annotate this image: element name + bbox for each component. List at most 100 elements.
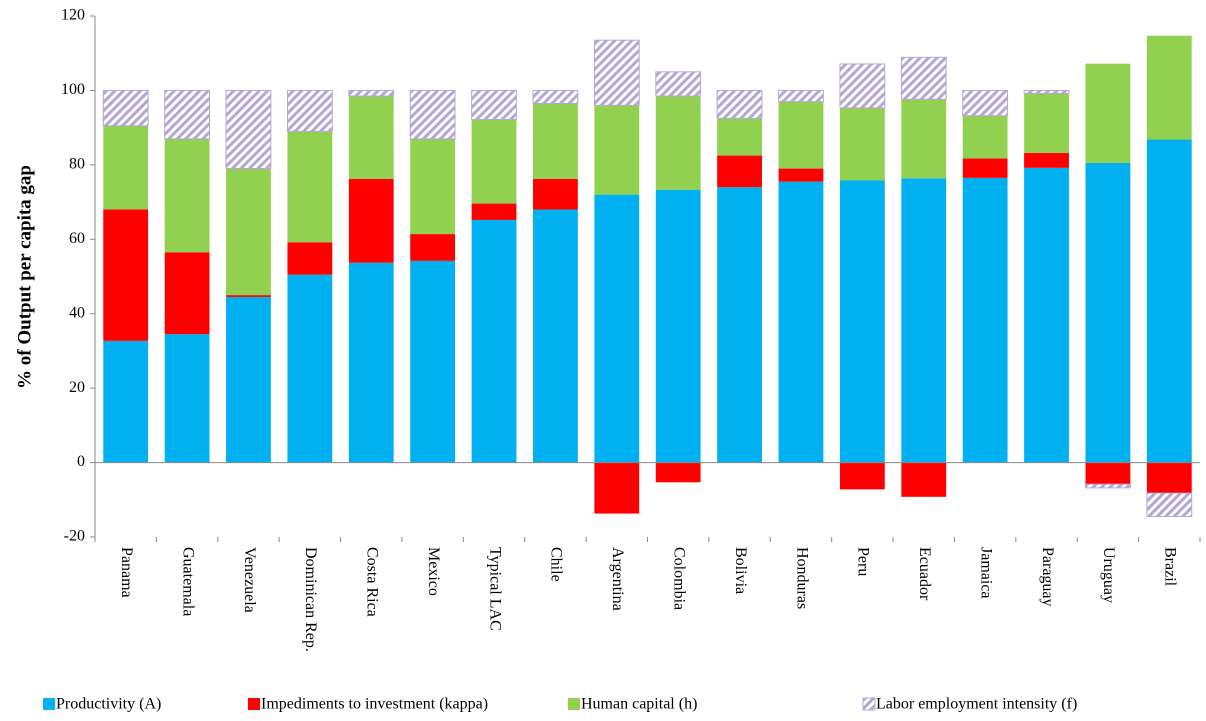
bar-segment xyxy=(287,274,333,463)
bar-segment xyxy=(717,155,762,188)
bar-segment xyxy=(1146,139,1192,463)
x-tick-label: Costa Rica xyxy=(364,547,381,617)
bar-segment xyxy=(409,89,456,140)
bar-segment xyxy=(716,89,763,119)
x-tick-label: Venezuela xyxy=(241,547,258,613)
bar-segment xyxy=(348,178,394,263)
bar-segment xyxy=(1146,492,1193,518)
bar-segment xyxy=(410,260,456,463)
bar-segment xyxy=(164,89,210,140)
bar-segment xyxy=(962,177,1008,463)
x-tick-label: Dominican Rep. xyxy=(302,547,319,652)
legend-label: Labor employment intensity (f) xyxy=(876,696,1077,713)
y-tick-label: 20 xyxy=(69,379,85,396)
y-tick-label: 60 xyxy=(69,230,85,247)
bar-segment xyxy=(348,262,394,463)
bar-segment xyxy=(164,252,210,335)
x-tick-label: Uruguay xyxy=(1100,547,1117,603)
x-tick-label: Typical LAC xyxy=(486,547,503,631)
y-tick-label: 40 xyxy=(69,304,85,321)
bar-segment xyxy=(1085,63,1131,163)
bar-segment xyxy=(778,101,824,169)
bar-segment xyxy=(1023,89,1070,94)
bar-segment xyxy=(533,103,578,179)
bar-segment xyxy=(226,296,271,463)
bar-segment xyxy=(410,138,456,235)
bar-segment xyxy=(532,89,579,104)
bar-segment xyxy=(962,89,1009,117)
bar-segment xyxy=(348,89,395,97)
x-tick-label: Panama xyxy=(118,547,135,598)
x-tick-label: Honduras xyxy=(793,547,810,609)
bar-segment xyxy=(778,181,824,463)
bar-segment xyxy=(962,158,1008,178)
x-tick-label: Ecuador xyxy=(916,547,933,601)
bar-segment xyxy=(778,168,824,182)
bar-segment xyxy=(839,107,885,181)
x-tick-label: Brazil xyxy=(1162,547,1179,587)
x-tick-label: Peru xyxy=(855,547,872,576)
bar-segment xyxy=(225,89,272,170)
legend-swatch xyxy=(862,697,876,711)
x-tick-label: Colombia xyxy=(671,547,688,610)
y-axis-label: % of Output per capita gap xyxy=(14,165,35,389)
bar-segment xyxy=(103,340,149,463)
bar-segment xyxy=(103,125,149,210)
x-tick-label: Paraguay xyxy=(1039,547,1056,607)
bar-segment xyxy=(348,96,394,179)
bar-segment xyxy=(410,234,456,261)
bar-segment xyxy=(962,115,1008,159)
y-tick-label: 80 xyxy=(69,156,85,173)
bar-segment xyxy=(901,178,947,463)
bar-segment xyxy=(594,462,640,514)
legend-label: Human capital (h) xyxy=(581,696,697,713)
bar-segment xyxy=(1024,93,1069,153)
bar-segment xyxy=(164,138,210,253)
bar-segment xyxy=(103,209,149,341)
y-tick-label: 120 xyxy=(61,7,85,24)
legend-label: Productivity (A) xyxy=(56,696,161,713)
x-tick-label: Chile xyxy=(548,547,565,582)
bar-segment xyxy=(1085,462,1131,485)
bar-segment xyxy=(226,168,271,296)
bar-segment xyxy=(164,334,210,463)
bar-segment xyxy=(471,219,517,463)
bar-segment xyxy=(471,89,517,120)
bar-segment xyxy=(655,96,701,190)
legend-swatch xyxy=(568,698,580,710)
x-tick-label: Argentina xyxy=(609,547,626,611)
bar-segment xyxy=(533,209,578,463)
bar-segment xyxy=(593,39,640,106)
bar-segment xyxy=(655,189,701,463)
bar-segment xyxy=(1024,167,1069,463)
x-tick-label: Bolivia xyxy=(732,547,749,594)
y-tick-label: 100 xyxy=(61,81,85,98)
bar-segment xyxy=(655,71,702,97)
bar-segment xyxy=(717,118,762,156)
bar-segment xyxy=(102,89,149,127)
bar-segment xyxy=(594,105,640,195)
bar-segment xyxy=(226,295,271,297)
bar-segment xyxy=(901,99,947,179)
bar-segment xyxy=(594,194,640,463)
y-tick-label: 0 xyxy=(77,453,85,470)
bar-segment xyxy=(839,462,885,490)
bar-segment xyxy=(287,242,333,275)
bar-segment xyxy=(839,63,886,109)
x-tick-label: Jamaica xyxy=(977,547,994,599)
bar-segment xyxy=(839,180,885,463)
legend-swatch xyxy=(43,698,55,710)
bar-segment xyxy=(900,56,947,100)
bar-segment xyxy=(286,89,333,132)
bar-segment xyxy=(655,462,701,483)
bar-segment xyxy=(533,178,578,210)
bar-segment xyxy=(1024,152,1069,168)
bar-segment xyxy=(1146,462,1192,494)
legend-swatch xyxy=(248,698,260,710)
bar-segment xyxy=(1085,483,1131,489)
bar-segment xyxy=(1085,162,1131,463)
bar-segment xyxy=(717,187,762,463)
bar-segment xyxy=(901,462,947,497)
bar-segment xyxy=(1146,35,1192,140)
